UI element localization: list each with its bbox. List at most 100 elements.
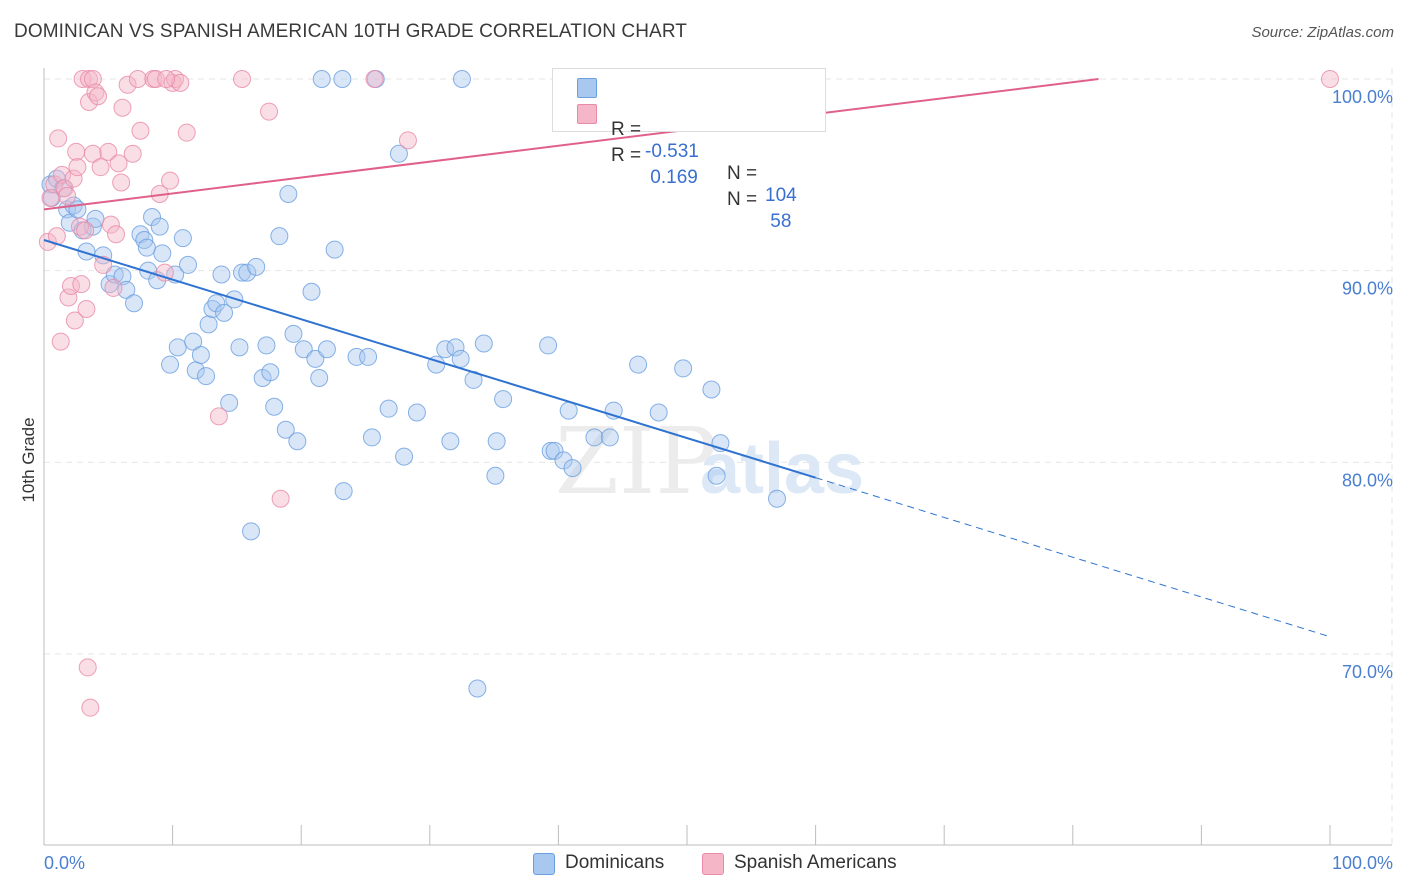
data-point	[51, 332, 70, 351]
data-point	[209, 407, 228, 426]
data-point	[179, 255, 198, 274]
legend-r-value: -0.531	[645, 141, 699, 162]
data-point	[310, 369, 329, 387]
data-point	[270, 227, 289, 246]
data-point	[365, 70, 384, 88]
data-point	[288, 432, 307, 451]
data-point	[649, 403, 668, 422]
data-point	[585, 428, 604, 447]
data-point	[260, 102, 279, 121]
data-point	[86, 209, 105, 228]
data-point	[554, 451, 573, 470]
data-point	[220, 393, 239, 412]
data-point	[261, 363, 280, 382]
data-point	[395, 447, 414, 466]
x-tick-label: 0.0%	[44, 853, 85, 873]
data-point	[157, 70, 176, 88]
watermark-zip: ZIP	[555, 408, 717, 515]
data-point	[161, 355, 180, 374]
data-point	[407, 403, 426, 422]
data-point	[123, 144, 142, 163]
data-point	[312, 70, 331, 88]
data-point	[146, 70, 165, 88]
data-point	[674, 359, 693, 378]
data-point	[76, 221, 95, 240]
data-point	[107, 225, 126, 244]
series-spanish-americans	[38, 70, 1339, 717]
legend-swatch-spanish-americans	[577, 104, 597, 124]
data-point	[441, 432, 460, 451]
data-point	[474, 334, 493, 353]
data-point	[113, 98, 132, 117]
legend-label-dominicans: Dominicans	[565, 852, 665, 873]
data-point	[452, 70, 471, 88]
data-point	[83, 144, 102, 163]
legend-n-label: N =	[727, 189, 763, 210]
legend-n-value: 58	[765, 211, 792, 232]
data-point	[238, 263, 257, 282]
data-point	[563, 459, 582, 478]
legend-n-value: 104	[765, 185, 797, 206]
data-points	[38, 70, 1339, 717]
correlation-legend: R = -0.531 N = 104 R = 0.169 N = 58	[552, 68, 826, 232]
legend-swatch-dominicans	[577, 78, 597, 98]
data-point	[101, 215, 120, 234]
legend-row-spanish-americans: R = 0.169 N = 58	[577, 101, 791, 232]
data-point	[541, 441, 560, 460]
y-tick-label: 90.0%	[1342, 279, 1393, 299]
data-point	[539, 336, 558, 355]
data-point	[161, 171, 180, 190]
data-point	[333, 70, 352, 88]
data-point	[131, 121, 150, 140]
data-point	[45, 175, 64, 194]
trend-line	[43, 239, 816, 479]
legend-row-dominicans: R = -0.531 N = 104	[577, 75, 797, 206]
watermark: ZIP atlas	[555, 408, 864, 515]
data-point	[65, 311, 84, 330]
data-point	[233, 70, 252, 88]
data-point	[94, 255, 113, 274]
data-point	[89, 87, 108, 106]
legend-label-spanish-americans: Spanish Americans	[734, 852, 897, 873]
data-point	[271, 489, 290, 508]
legend-swatch-spanish-americans	[702, 853, 724, 875]
data-point	[150, 217, 169, 236]
data-point	[362, 428, 381, 447]
data-point	[451, 349, 470, 368]
data-point	[67, 142, 86, 161]
trend-line	[43, 78, 1099, 211]
data-point	[128, 70, 147, 88]
data-point	[389, 144, 408, 163]
data-point	[768, 489, 787, 508]
legend-r-value: 0.169	[645, 167, 698, 188]
data-point	[171, 73, 190, 92]
data-point	[112, 173, 131, 192]
data-point	[446, 338, 465, 357]
data-point	[173, 229, 192, 248]
legend-n-label: N =	[727, 163, 763, 184]
data-point	[207, 294, 226, 313]
data-point	[168, 338, 187, 357]
x-tick-label: 100.0%	[1332, 853, 1393, 873]
data-point	[334, 482, 353, 501]
data-point	[104, 278, 123, 297]
chart-source: Source: ZipAtlas.com	[1251, 24, 1394, 41]
data-point	[59, 288, 78, 307]
watermark-atlas: atlas	[700, 429, 864, 509]
data-point	[53, 165, 72, 184]
data-point	[58, 186, 77, 205]
data-point	[109, 154, 128, 173]
chart-title: DOMINICAN VS SPANISH AMERICAN 10TH GRADE…	[14, 21, 688, 42]
data-point	[276, 420, 295, 439]
data-point	[317, 340, 336, 359]
data-point	[494, 390, 513, 409]
data-point	[191, 346, 210, 364]
data-point	[105, 265, 124, 284]
legend-r-label: R =	[611, 119, 647, 140]
data-point	[77, 300, 96, 318]
y-axis-label: 10th Grade	[19, 417, 38, 502]
data-point	[212, 265, 231, 284]
data-point	[81, 698, 100, 717]
data-point	[284, 324, 303, 343]
